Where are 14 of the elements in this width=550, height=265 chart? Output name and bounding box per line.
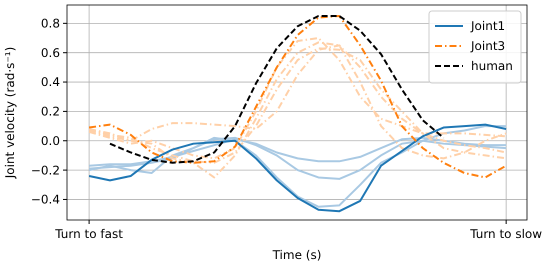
legend-label: Joint1 [470,19,506,34]
legend-label: human [471,59,513,74]
y-axis-title: Joint velocity (rad·s⁻¹) [3,46,17,180]
legend-label: Joint3 [470,39,506,54]
y-tick-label: 0.6 [40,46,60,60]
y-tick-label: 0.8 [40,16,60,31]
x-axis-title: Time (s) [272,248,322,262]
y-tick-label: 0.4 [40,75,60,90]
y-tick-label: −0.4 [30,192,60,207]
x-tick-label: Turn to fast [54,227,124,241]
y-tick-label: 0.0 [40,134,60,148]
y-tick-label: 0.2 [40,104,60,119]
x-tick-label: Turn to slow [469,227,542,241]
y-tick-label: −0.2 [30,163,60,178]
